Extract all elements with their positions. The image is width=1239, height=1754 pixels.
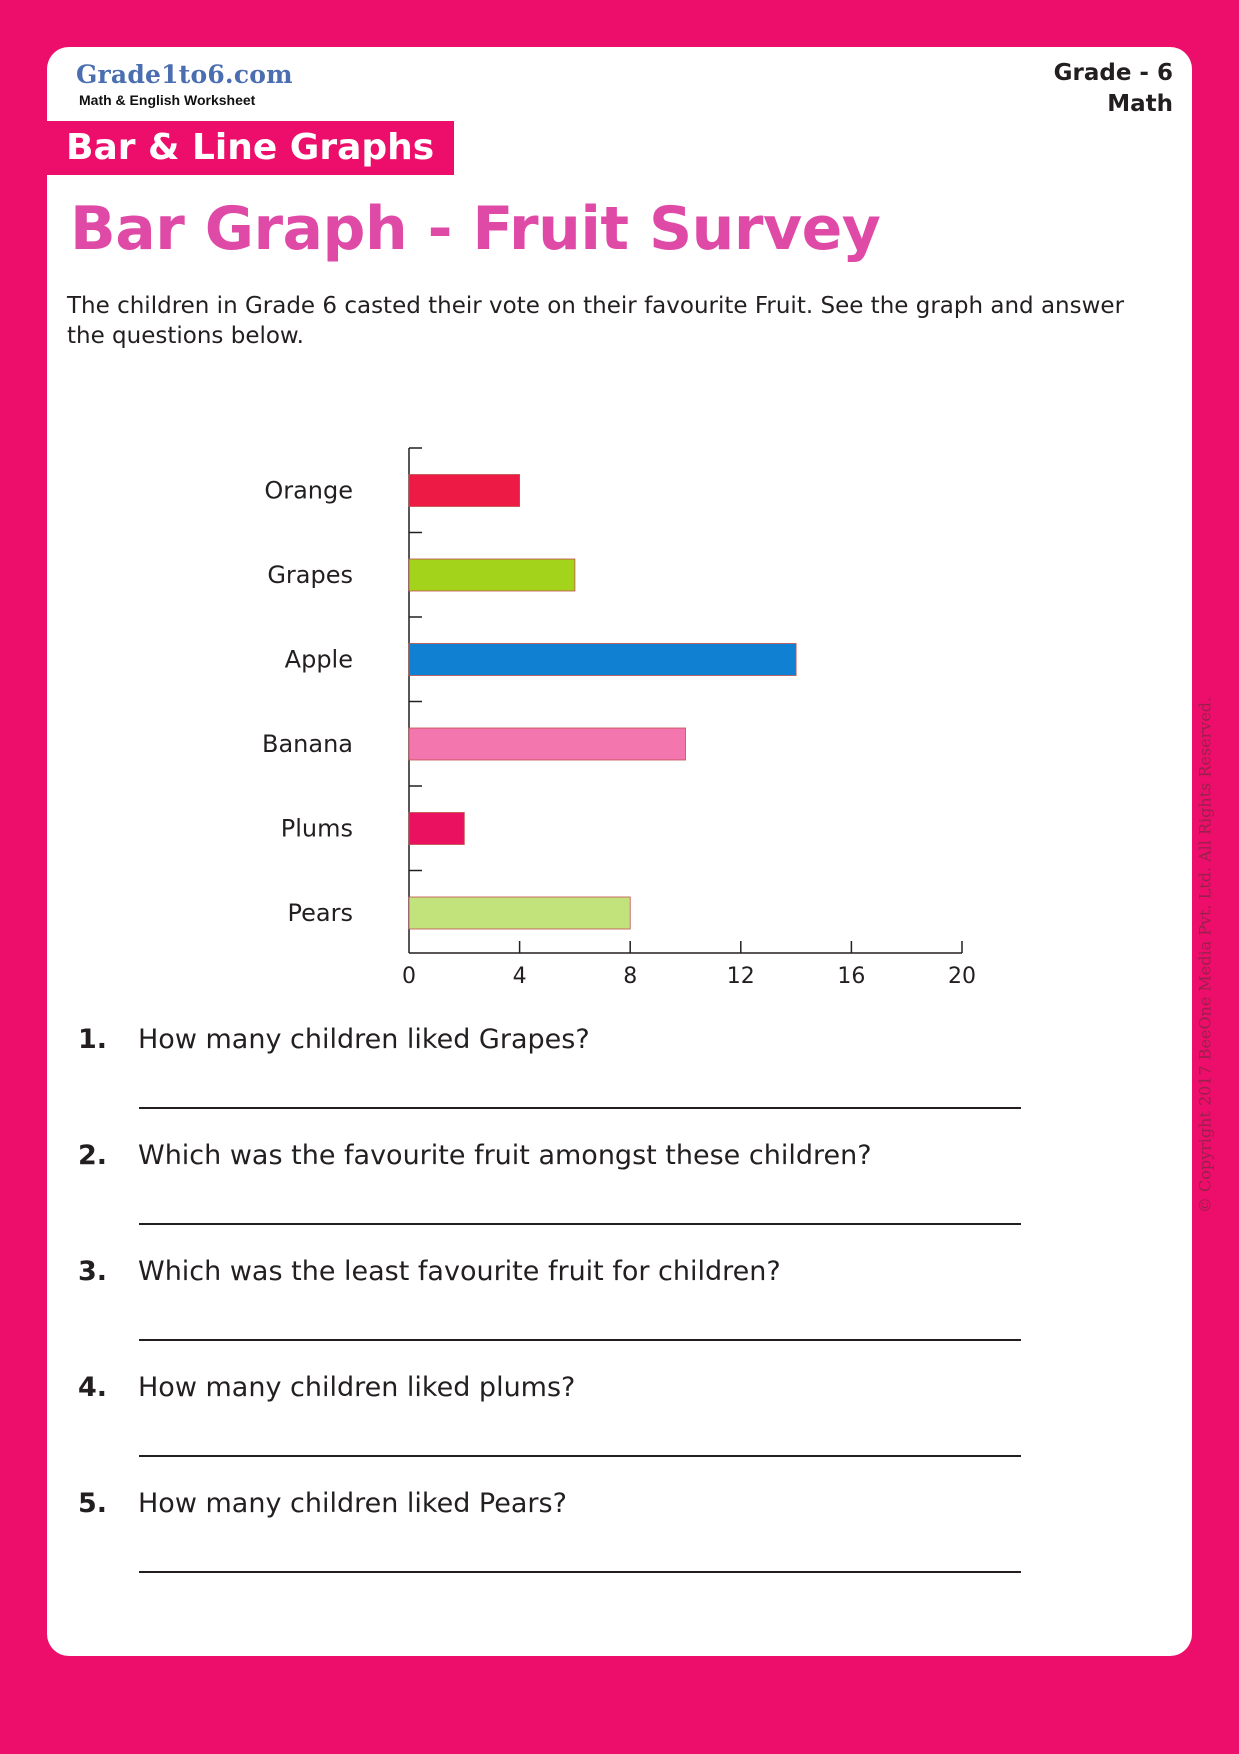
answer-line[interactable]: [139, 1223, 1021, 1225]
questions-list: 1. How many children liked Grapes? 2. Wh…: [78, 1024, 1028, 1604]
bar-banana: [408, 727, 686, 761]
x-tick-label: 20: [948, 964, 976, 989]
x-tick-label: 4: [513, 964, 527, 989]
category-label: Plums: [281, 815, 353, 843]
grade-label: Grade - 6: [1053, 60, 1173, 86]
x-tick-label: 12: [727, 964, 755, 989]
grade-subject-label: Grade - 6 Math: [1054, 58, 1173, 120]
x-tick-label: 0: [402, 964, 416, 989]
bar-grapes: [408, 558, 576, 592]
answer-line[interactable]: [139, 1455, 1021, 1457]
topic-banner: Bar & Line Graphs: [47, 121, 454, 175]
page-title: Bar Graph - Fruit Survey: [70, 194, 881, 264]
question-text: How many children liked Grapes?: [138, 1024, 590, 1055]
category-label: Banana: [262, 730, 353, 758]
question-number: 5.: [78, 1488, 108, 1519]
bar-apple: [408, 643, 797, 676]
question-number: 2.: [78, 1140, 108, 1171]
site-tagline: Math & English Worksheet: [79, 92, 256, 108]
question-text: Which was the favourite fruit amongst th…: [138, 1140, 872, 1171]
question-item: 4. How many children liked plums?: [78, 1372, 1028, 1488]
answer-line[interactable]: [139, 1571, 1021, 1573]
category-label: Pears: [288, 899, 353, 927]
category-label: Apple: [285, 646, 353, 674]
intro-text: The children in Grade 6 casted their vot…: [67, 293, 1125, 349]
question-number: 1.: [78, 1024, 108, 1055]
question-text: How many children liked plums?: [138, 1372, 576, 1403]
question-text: Which was the least favourite fruit for …: [138, 1256, 781, 1287]
worksheet-page: [47, 47, 1192, 1656]
fruit-bar-chart: Orange Grapes Apple Banana Plums Pears 0 4 8 12 16…: [262, 447, 976, 989]
subject-label: Math: [1107, 91, 1173, 117]
x-tick-label: 16: [837, 964, 865, 989]
answer-line[interactable]: [139, 1107, 1021, 1109]
copyright-notice: © Copyright 2017 BeeOne Media Pvt. Ltd. …: [1195, 696, 1215, 1214]
question-number: 3.: [78, 1256, 108, 1287]
answer-line[interactable]: [139, 1339, 1021, 1341]
bar-plums: [408, 812, 465, 845]
question-number: 4.: [78, 1372, 108, 1403]
question-item: 1. How many children liked Grapes?: [78, 1024, 1028, 1140]
x-tick-label: 8: [623, 964, 637, 989]
question-text: How many children liked Pears?: [138, 1488, 567, 1519]
site-logo-text: Grade1to6.com: [76, 60, 293, 89]
question-item: 3. Which was the least favourite fruit f…: [78, 1256, 1028, 1372]
bar-pears: [408, 896, 631, 930]
category-label: Orange: [264, 477, 353, 505]
question-item: 2. Which was the favourite fruit amongst…: [78, 1140, 1028, 1256]
bar-orange: [408, 474, 520, 507]
category-label: Grapes: [267, 561, 353, 589]
question-item: 5. How many children liked Pears?: [78, 1488, 1028, 1604]
